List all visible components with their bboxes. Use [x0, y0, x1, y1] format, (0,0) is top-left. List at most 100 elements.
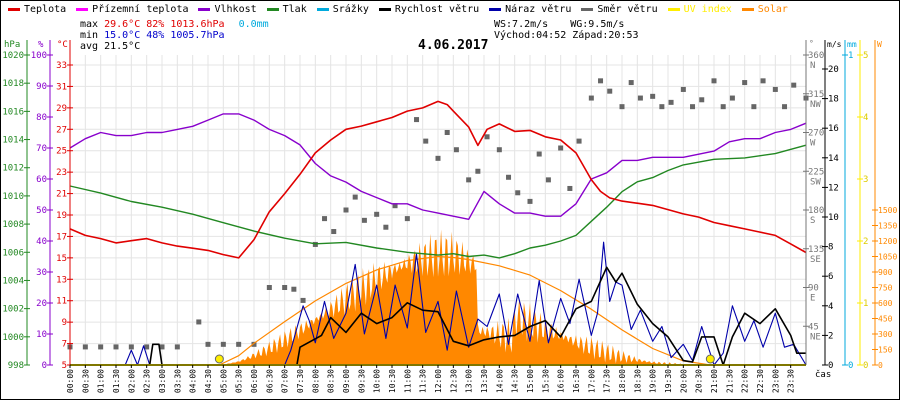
direction-compass-label: NW: [810, 100, 821, 110]
wind-direction-point: [484, 134, 490, 140]
wind-direction-point: [374, 211, 380, 217]
uv-tick-label: 2: [863, 237, 868, 247]
wind-direction-point: [751, 104, 757, 110]
humidity-tick-label: 80: [36, 113, 47, 123]
x-tick-label: 06:00: [250, 369, 259, 393]
legend-item: Solar: [741, 4, 788, 15]
rain-tick-label: 1: [848, 51, 853, 61]
x-tick-label: 02:30: [143, 369, 152, 393]
direction-tick-label: 180: [808, 206, 824, 216]
humidity-tick-label: 10: [36, 330, 47, 340]
x-axis-label: čas: [815, 369, 831, 380]
x-tick-label: 05:00: [219, 369, 228, 393]
pressure-tick-label: 1004: [2, 276, 24, 286]
temperature-tick-label: 19: [56, 211, 67, 221]
x-tick-label: 18:00: [618, 369, 627, 393]
humidity-tick-label: 20: [36, 299, 47, 309]
sunrise: Východ:04:52: [494, 30, 567, 41]
solar-tick-label: 600: [878, 299, 893, 308]
chart-legend: Teplota Přízemní teplota Vlhkost Tlak Srážky…: [8, 4, 798, 16]
solar-tick-label: 150: [878, 346, 893, 355]
wind-direction-point: [291, 286, 297, 292]
wind-direction-point: [680, 86, 686, 92]
temperature-tick-label: 13: [56, 275, 67, 285]
wind-direction-point: [791, 82, 797, 88]
x-tick-label: 16:30: [572, 369, 581, 393]
max-temperature: 29.6°C: [104, 19, 141, 30]
wind-direction-point: [659, 104, 665, 110]
wind-direction-point: [506, 174, 512, 180]
wind-direction-point: [466, 177, 472, 183]
x-tick-label: 03:30: [173, 369, 182, 393]
wind-direction-point: [82, 344, 88, 350]
stats-avg-row: avg 21.5°C: [80, 41, 140, 52]
pressure-tick-label: 1014: [2, 136, 24, 146]
pressure-tick-label: 1020: [2, 51, 24, 61]
wind-direction-point: [607, 88, 613, 94]
legend-item: Vlhkost: [198, 4, 257, 15]
x-tick-label: 11:00: [403, 369, 412, 393]
x-tick-label: 23:30: [787, 369, 796, 393]
direction-tick-label: 315: [808, 90, 824, 100]
uv-tick-label: 1: [863, 299, 868, 309]
wind-direction-point: [453, 147, 459, 153]
solar-tick-label: 300: [878, 330, 893, 339]
avg-temperature: 21.5°C: [104, 41, 141, 52]
temperature-tick-label: 23: [56, 168, 67, 178]
x-tick-label: 15:30: [541, 369, 550, 393]
pressure-tick-label: 1000: [2, 333, 24, 343]
legend-label: Vlhkost: [214, 4, 257, 15]
series-line-solar: [219, 255, 711, 366]
legend-swatch: [378, 7, 391, 11]
wind-direction-point: [159, 344, 165, 350]
x-tick-label: 09:30: [357, 369, 366, 393]
x-tick-label: 13:30: [480, 369, 489, 393]
min-label: min: [80, 30, 99, 41]
legend-item: UV index: [667, 4, 732, 15]
solar-tick-label: 1200: [878, 237, 897, 246]
temperature-tick-label: 15: [56, 254, 67, 264]
wind-direction-point: [322, 216, 328, 222]
x-tick-label: 20:00: [679, 369, 688, 393]
wind-direction-point: [300, 297, 306, 303]
legend-swatch: [8, 7, 20, 11]
min-humidity: 48%: [146, 30, 165, 41]
x-tick-label: 18:30: [633, 369, 642, 393]
solar-tick-label: 1350: [878, 222, 897, 231]
wind-direction-point: [720, 104, 726, 110]
temperature-tick-label: 27: [56, 125, 67, 135]
x-tick-label: 01:00: [97, 369, 106, 393]
wind-direction-point: [545, 177, 551, 183]
wind-direction-point: [392, 203, 398, 209]
wind-direction-point: [98, 344, 104, 350]
solar-tick-label: 1500: [878, 206, 897, 215]
uv-tick-label: 3: [863, 175, 868, 185]
wind-direction-point: [282, 285, 288, 290]
solar-tick-label: 900: [878, 268, 893, 277]
legend-swatch: [581, 7, 594, 11]
humidity-tick-label: 40: [36, 237, 47, 247]
solar-tick-label: 450: [878, 315, 893, 324]
chart-title: 4.06.2017: [418, 38, 489, 53]
direction-tick-label: 45: [808, 322, 819, 332]
wind-direction-point: [668, 99, 674, 105]
wind-direction-point: [174, 344, 180, 350]
temperature-tick-label: 11: [56, 297, 67, 307]
wind-gust-max: WG:9.5m/s: [570, 19, 625, 30]
wind-direction-point: [331, 229, 337, 235]
legend-item: Přízemní teplota: [76, 4, 188, 15]
wind-tick-label: 2: [828, 331, 833, 341]
x-tick-label: 07:00: [281, 369, 290, 393]
x-tick-label: 21:30: [725, 369, 734, 393]
pressure-tick-label: 998: [8, 361, 24, 371]
wind-axis-unit: m/s: [827, 40, 842, 49]
legend-swatch: [741, 7, 754, 11]
wind-direction-point: [496, 147, 502, 153]
uv-tick-label: 4: [863, 113, 868, 123]
rain-axis-unit: mm: [847, 40, 857, 49]
legend-swatch: [489, 7, 502, 11]
wind-tick-label: 16: [828, 124, 839, 134]
legend-label: Náraz větru: [505, 4, 572, 15]
humidity-tick-label: 100: [31, 51, 47, 61]
direction-compass-label: NE: [810, 332, 821, 342]
